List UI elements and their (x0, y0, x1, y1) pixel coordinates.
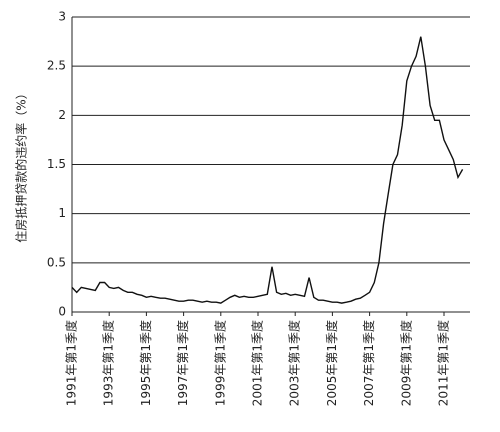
x-tick-label: 2007年第1季度 (361, 320, 376, 406)
y-tick-label: 2.5 (47, 59, 66, 73)
x-tick-label: 1991年第1季度 (64, 320, 79, 406)
x-tick-label: 1993年第1季度 (101, 320, 116, 406)
x-tick-label: 1995年第1季度 (138, 320, 153, 406)
x-tick-label: 2001年第1季度 (250, 320, 265, 406)
y-tick-label: 1 (58, 206, 66, 220)
x-tick-label: 2011年第1季度 (436, 320, 451, 406)
x-tick-label: 1997年第1季度 (175, 320, 190, 406)
y-axis-label: 住房抵押贷款的违约率（%） (14, 87, 29, 242)
y-tick-label: 0 (58, 305, 66, 319)
y-tick-label: 1.5 (47, 157, 66, 171)
y-tick-label: 0.5 (47, 255, 66, 269)
data-line (71, 36, 464, 304)
y-tick-label: 3 (58, 10, 66, 24)
x-tick-label: 2005年第1季度 (324, 320, 339, 406)
x-tick-label: 1999年第1季度 (212, 320, 227, 406)
y-tick-label: 2 (58, 108, 66, 122)
x-tick-label: 2003年第1季度 (287, 320, 302, 406)
x-tick-label: 2009年第1季度 (398, 320, 413, 406)
